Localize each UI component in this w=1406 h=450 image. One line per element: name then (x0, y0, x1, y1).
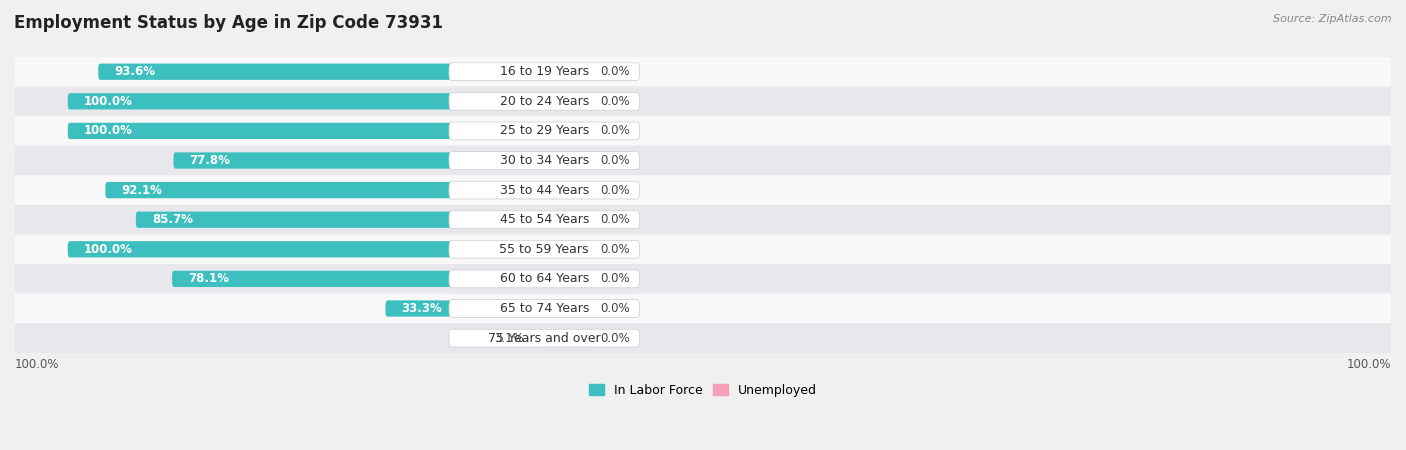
FancyBboxPatch shape (449, 270, 640, 288)
Text: 25 to 29 Years: 25 to 29 Years (499, 124, 589, 137)
FancyBboxPatch shape (449, 211, 640, 229)
Text: 60 to 64 Years: 60 to 64 Years (499, 272, 589, 285)
Text: 92.1%: 92.1% (121, 184, 162, 197)
FancyBboxPatch shape (15, 323, 1391, 353)
FancyBboxPatch shape (172, 271, 544, 287)
Text: 0.0%: 0.0% (600, 95, 630, 108)
Text: 30 to 34 Years: 30 to 34 Years (499, 154, 589, 167)
FancyBboxPatch shape (544, 93, 592, 109)
FancyBboxPatch shape (544, 153, 592, 169)
FancyBboxPatch shape (15, 176, 1391, 205)
FancyBboxPatch shape (67, 123, 544, 139)
Text: Employment Status by Age in Zip Code 73931: Employment Status by Age in Zip Code 739… (14, 14, 443, 32)
Text: 93.6%: 93.6% (114, 65, 155, 78)
FancyBboxPatch shape (15, 146, 1391, 176)
Text: 55 to 59 Years: 55 to 59 Years (499, 243, 589, 256)
Text: 100.0%: 100.0% (15, 358, 59, 371)
Text: 0.0%: 0.0% (600, 243, 630, 256)
FancyBboxPatch shape (544, 212, 592, 228)
Text: 0.0%: 0.0% (600, 302, 630, 315)
FancyBboxPatch shape (15, 57, 1391, 86)
Text: 0.0%: 0.0% (600, 124, 630, 137)
FancyBboxPatch shape (15, 205, 1391, 234)
FancyBboxPatch shape (544, 300, 592, 317)
Text: 75 Years and over: 75 Years and over (488, 332, 600, 345)
Text: 16 to 19 Years: 16 to 19 Years (499, 65, 589, 78)
Text: 3.1%: 3.1% (495, 332, 524, 345)
FancyBboxPatch shape (15, 234, 1391, 264)
FancyBboxPatch shape (67, 93, 544, 109)
FancyBboxPatch shape (449, 122, 640, 140)
FancyBboxPatch shape (136, 212, 544, 228)
FancyBboxPatch shape (15, 294, 1391, 323)
Text: 65 to 74 Years: 65 to 74 Years (499, 302, 589, 315)
Text: 35 to 44 Years: 35 to 44 Years (499, 184, 589, 197)
FancyBboxPatch shape (449, 300, 640, 317)
FancyBboxPatch shape (385, 300, 544, 317)
FancyBboxPatch shape (449, 92, 640, 110)
FancyBboxPatch shape (544, 182, 592, 198)
FancyBboxPatch shape (67, 241, 544, 257)
FancyBboxPatch shape (544, 271, 592, 287)
Legend: In Labor Force, Unemployed: In Labor Force, Unemployed (583, 379, 823, 402)
FancyBboxPatch shape (449, 181, 640, 199)
FancyBboxPatch shape (173, 153, 544, 169)
FancyBboxPatch shape (449, 240, 640, 258)
FancyBboxPatch shape (544, 123, 592, 139)
FancyBboxPatch shape (98, 63, 544, 80)
FancyBboxPatch shape (15, 116, 1391, 146)
Text: 0.0%: 0.0% (600, 184, 630, 197)
FancyBboxPatch shape (105, 182, 544, 198)
Text: 85.7%: 85.7% (152, 213, 193, 226)
Text: 0.0%: 0.0% (600, 154, 630, 167)
FancyBboxPatch shape (15, 264, 1391, 294)
FancyBboxPatch shape (449, 152, 640, 169)
Text: 78.1%: 78.1% (188, 272, 229, 285)
Text: 45 to 54 Years: 45 to 54 Years (499, 213, 589, 226)
FancyBboxPatch shape (544, 330, 592, 346)
FancyBboxPatch shape (529, 330, 544, 346)
Text: 77.8%: 77.8% (190, 154, 231, 167)
FancyBboxPatch shape (544, 241, 592, 257)
Text: 100.0%: 100.0% (84, 243, 132, 256)
Text: 33.3%: 33.3% (402, 302, 443, 315)
Text: 20 to 24 Years: 20 to 24 Years (499, 95, 589, 108)
Text: 0.0%: 0.0% (600, 332, 630, 345)
FancyBboxPatch shape (544, 63, 592, 80)
FancyBboxPatch shape (449, 329, 640, 347)
FancyBboxPatch shape (449, 63, 640, 81)
Text: 100.0%: 100.0% (1347, 358, 1391, 371)
Text: 100.0%: 100.0% (84, 95, 132, 108)
Text: 0.0%: 0.0% (600, 213, 630, 226)
Text: Source: ZipAtlas.com: Source: ZipAtlas.com (1274, 14, 1392, 23)
Text: 0.0%: 0.0% (600, 65, 630, 78)
Text: 100.0%: 100.0% (84, 124, 132, 137)
FancyBboxPatch shape (15, 86, 1391, 116)
Text: 0.0%: 0.0% (600, 272, 630, 285)
